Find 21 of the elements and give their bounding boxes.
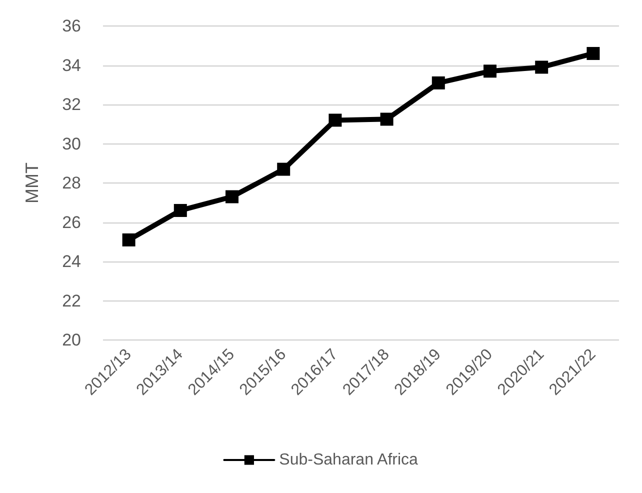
point	[380, 112, 394, 126]
y-tick-label: 26	[62, 212, 81, 232]
point	[432, 76, 445, 90]
y-tick-label: 36	[62, 16, 81, 36]
y-tick-label: 28	[62, 174, 81, 192]
point	[586, 46, 600, 60]
y-axis-title: MMT	[22, 162, 42, 204]
y-tick-label: 24	[62, 252, 81, 271]
point	[174, 204, 187, 217]
y-tick-label: 20	[62, 330, 81, 350]
point	[277, 162, 290, 176]
point	[122, 233, 136, 246]
y-tick-label: 22	[62, 291, 81, 310]
point	[328, 114, 342, 127]
y-tick-label: 32	[62, 95, 81, 114]
legend-label: Sub-Saharan Africa	[279, 452, 418, 468]
y-tick-label: 30	[62, 134, 81, 154]
point	[484, 64, 496, 78]
point	[535, 60, 548, 74]
y-tick-label: 34	[62, 56, 81, 75]
point	[226, 190, 238, 204]
